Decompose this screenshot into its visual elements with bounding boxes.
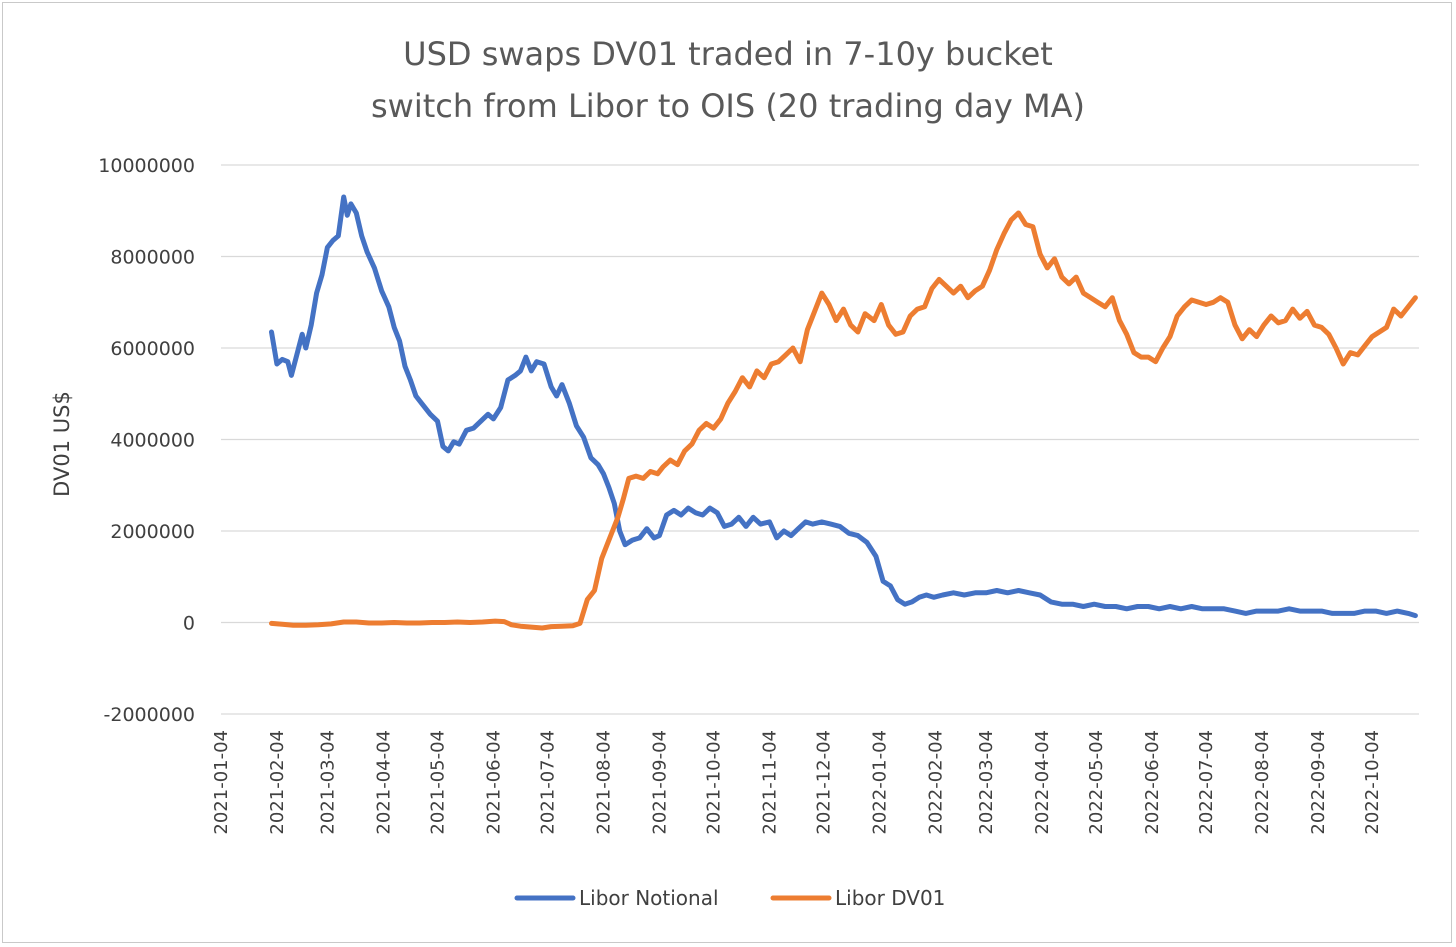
series-line-libor-notional bbox=[269, 194, 1418, 619]
x-tick-label: 2022-03-04 bbox=[976, 730, 997, 835]
y-tick-label: 2000000 bbox=[110, 521, 195, 543]
legend-label: Libor DV01 bbox=[835, 886, 945, 910]
x-tick-label: 2022-07-04 bbox=[1196, 730, 1217, 835]
x-tick-label: 2021-08-04 bbox=[593, 730, 614, 835]
gridlines bbox=[221, 164, 1419, 715]
x-tick-label: 2022-01-04 bbox=[870, 730, 891, 835]
chart-title-line-1: USD swaps DV01 traded in 7-10y bucket bbox=[403, 35, 1053, 73]
x-tick-label: 2021-12-04 bbox=[814, 730, 835, 835]
y-tick-label: 4000000 bbox=[110, 430, 195, 452]
x-tick-label: 2022-08-04 bbox=[1252, 730, 1273, 835]
x-tick-label: 2022-10-04 bbox=[1362, 730, 1383, 835]
x-tick-label: 2022-05-04 bbox=[1086, 730, 1107, 835]
line-chart: USD swaps DV01 traded in 7-10y bucket sw… bbox=[50, 35, 1419, 910]
x-tick-label: 2021-04-04 bbox=[373, 730, 394, 835]
x-tick-label: 2021-07-04 bbox=[538, 730, 559, 835]
y-tick-label: 8000000 bbox=[110, 247, 195, 269]
x-tick-label: 2021-09-04 bbox=[649, 730, 670, 835]
x-tick-label: 2021-06-04 bbox=[483, 730, 504, 835]
y-tick-label: 6000000 bbox=[110, 338, 195, 360]
x-tick-label: 2021-03-04 bbox=[317, 730, 338, 835]
x-tick-label: 2022-02-04 bbox=[925, 730, 946, 835]
legend-label: Libor Notional bbox=[579, 886, 719, 910]
x-tick-label: 2022-06-04 bbox=[1142, 730, 1163, 835]
x-tick-label: 2021-11-04 bbox=[759, 730, 780, 835]
series-lines bbox=[269, 194, 1418, 631]
x-axis-ticks: 2021-01-04 2021-02-04 2021-03-04 2021-04-04… bbox=[211, 730, 1383, 835]
y-tick-label: 0 bbox=[183, 613, 195, 635]
x-tick-label: 2022-09-04 bbox=[1308, 730, 1329, 835]
x-tick-label: 2021-01-04 bbox=[211, 730, 232, 835]
x-tick-label: 2021-05-04 bbox=[428, 730, 449, 835]
legend: Libor Notional Libor DV01 bbox=[514, 886, 945, 910]
series-line-libor-dv01 bbox=[269, 210, 1418, 631]
y-axis-ticks: -2000000 0 2000000 4000000 6000000 8000000 100… bbox=[98, 155, 195, 726]
y-axis-title: DV01 US$ bbox=[50, 391, 74, 497]
y-tick-label: 10000000 bbox=[98, 155, 195, 177]
x-tick-label: 2021-10-04 bbox=[704, 730, 725, 835]
chart-title-line-2: switch from Libor to OIS (20 trading day… bbox=[371, 87, 1085, 125]
x-tick-label: 2022-04-04 bbox=[1032, 730, 1053, 835]
y-tick-label: -2000000 bbox=[104, 704, 195, 726]
x-tick-label: 2021-02-04 bbox=[267, 730, 288, 835]
